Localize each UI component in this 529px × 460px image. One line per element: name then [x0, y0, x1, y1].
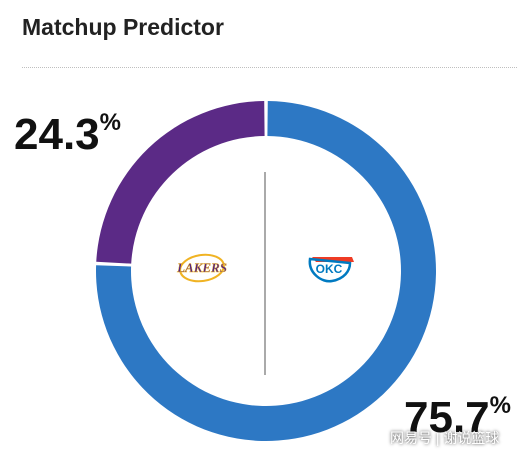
page-title: Matchup Predictor	[22, 14, 224, 40]
watermark: 网易号 | 谢说篮球	[390, 430, 500, 446]
thunder-logo-text: OKC	[316, 262, 343, 276]
home-win-percentage: 75.7%	[404, 393, 511, 442]
home-percent-sign: %	[489, 392, 511, 419]
away-win-percentage: 24.3%	[14, 110, 121, 159]
donut-slice-lakers	[96, 101, 265, 264]
away-percent-sign: %	[99, 109, 121, 136]
home-percent-value: 75.7	[404, 393, 490, 442]
lakers-logo-text: LAKERS	[176, 260, 227, 275]
thunder-logo: OKC	[308, 257, 354, 283]
lakers-logo: LAKERS	[176, 253, 227, 283]
title-divider	[22, 67, 517, 68]
away-percent-value: 24.3	[14, 110, 100, 159]
